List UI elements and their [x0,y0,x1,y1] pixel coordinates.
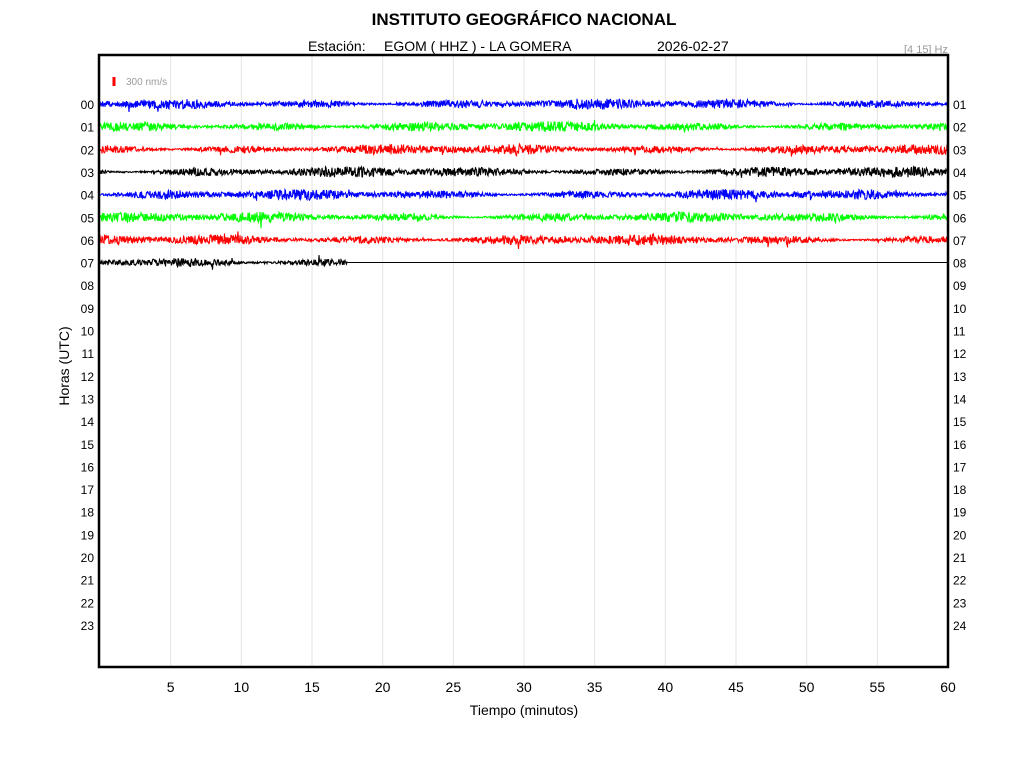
x-tick-label: 25 [446,679,462,695]
seismic-trace [99,165,949,179]
hour-label-right: 09 [953,279,967,293]
seismic-trace [99,187,949,203]
scale-bar-icon [112,77,116,86]
hour-label-left: 16 [81,460,95,474]
hour-label-right: 19 [953,506,967,520]
hour-label-right: 20 [953,528,967,542]
hour-label-right: 11 [953,325,966,339]
left-hour-labels: 00 01 02 03 04 05 06 07 08 09 10 11 12 13 14 15 16 17 18 19… [81,98,95,633]
hour-label-right: 13 [953,370,967,384]
x-tick-label: 45 [728,679,744,695]
hour-label-right: 04 [953,166,967,180]
hour-label-left: 08 [81,279,95,293]
x-tick-label: 55 [870,679,886,695]
hour-label-right: 21 [953,551,967,565]
hour-label-left: 14 [81,415,95,429]
hour-label-right: 17 [953,460,967,474]
hour-label-left: 17 [81,483,95,497]
hour-label-left: 11 [82,347,95,361]
hour-label-right: 05 [953,189,967,203]
hour-label-left: 09 [81,302,95,316]
hour-label-right: 14 [953,392,967,406]
x-tick-label: 10 [234,679,250,695]
hour-label-right: 15 [953,415,967,429]
hour-label-right: 06 [953,211,967,225]
hour-label-left: 01 [81,121,95,135]
hour-label-right: 16 [953,438,967,452]
x-tick-label: 50 [799,679,815,695]
hour-label-left: 03 [81,166,95,180]
hour-label-left: 21 [81,574,95,588]
hour-label-left: 06 [81,234,95,248]
x-tick-label: 20 [375,679,391,695]
seismic-trace [99,97,949,113]
hour-label-right: 22 [953,574,967,588]
x-tick-label: 30 [516,679,532,695]
hour-label-right: 02 [953,121,967,135]
seismic-trace [99,210,949,229]
hour-label-left: 15 [81,438,95,452]
hour-label-left: 10 [81,325,95,339]
hour-label-left: 20 [81,551,95,565]
seismic-trace [99,231,949,250]
x-axis-ticks: 5 10 15 20 25 30 35 40 45 50 55 60 [167,679,956,695]
hour-label-right: 23 [953,596,967,610]
hour-label-left: 04 [81,189,95,203]
hour-label-right: 12 [953,347,967,361]
scale-label: 300 nm/s [126,77,167,88]
hour-label-left: 22 [81,596,95,610]
chart-date: 2026-02-27 [657,38,729,54]
vertical-gridlines [170,56,878,666]
hour-label-left: 00 [81,98,95,112]
chart-title: INSTITUTO GEOGRÁFICO NACIONAL [372,10,677,29]
seismic-trace [99,142,949,157]
hour-label-left: 02 [81,143,95,157]
station-label: Estación: [308,38,366,54]
station-value: EGOM ( HHZ ) - LA GOMERA [384,38,572,54]
hour-label-left: 19 [81,528,95,542]
x-tick-label: 60 [940,679,956,695]
hour-label-right: 24 [953,619,967,633]
hour-label-left: 18 [81,506,95,520]
hour-label-left: 07 [81,257,95,271]
amplitude-scale: 300 nm/s [112,77,167,88]
plot-frame [97,53,950,669]
hour-label-right: 01 [953,98,967,112]
x-tick-label: 40 [658,679,674,695]
hour-label-left: 13 [81,392,95,406]
x-tick-label: 5 [167,679,175,695]
seismic-traces [99,97,949,270]
x-tick-label: 35 [587,679,603,695]
y-axis-label: Horas (UTC) [56,326,72,405]
seismic-trace [99,255,348,270]
filter-label: [4 15] Hz [904,44,948,56]
hour-label-left: 23 [81,619,95,633]
hour-label-right: 10 [953,302,967,316]
hour-label-right: 18 [953,483,967,497]
hour-label-right: 08 [953,257,967,271]
hour-label-left: 05 [81,211,95,225]
hour-label-left: 12 [81,370,95,384]
x-tick-label: 15 [304,679,320,695]
hour-label-right: 07 [953,234,967,248]
hour-label-right: 03 [953,143,967,157]
seismic-trace [99,119,949,134]
right-hour-labels: 01 02 03 04 05 06 07 08 09 10 11 12 13 14 15 16 17 18 19 20… [953,98,967,633]
x-axis-label: Tiempo (minutos) [470,702,578,718]
